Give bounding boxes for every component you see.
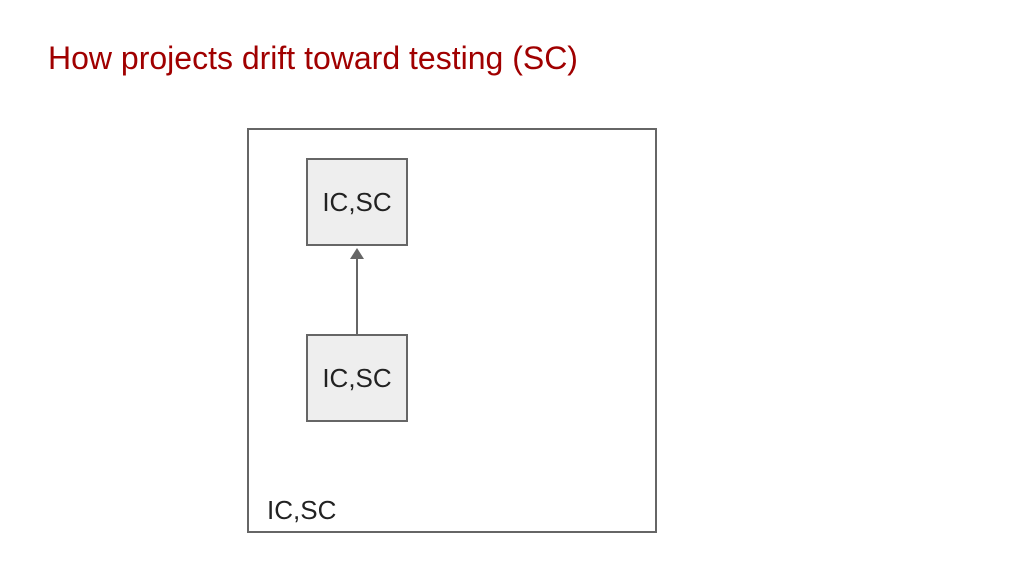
node-top-label: IC,SC: [322, 187, 391, 218]
outer-box: IC,SC IC,SC IC,SC: [247, 128, 657, 533]
arrowhead-icon: [350, 248, 364, 259]
node-bottom-label: IC,SC: [322, 363, 391, 394]
node-bottom: IC,SC: [306, 334, 408, 422]
slide-title: How projects drift toward testing (SC): [48, 40, 578, 77]
outer-box-label: IC,SC: [267, 495, 336, 526]
node-top: IC,SC: [306, 158, 408, 246]
edge-bottom-top: [356, 255, 358, 334]
slide: How projects drift toward testing (SC) I…: [0, 0, 1024, 576]
diagram-container: IC,SC IC,SC IC,SC: [247, 128, 657, 533]
